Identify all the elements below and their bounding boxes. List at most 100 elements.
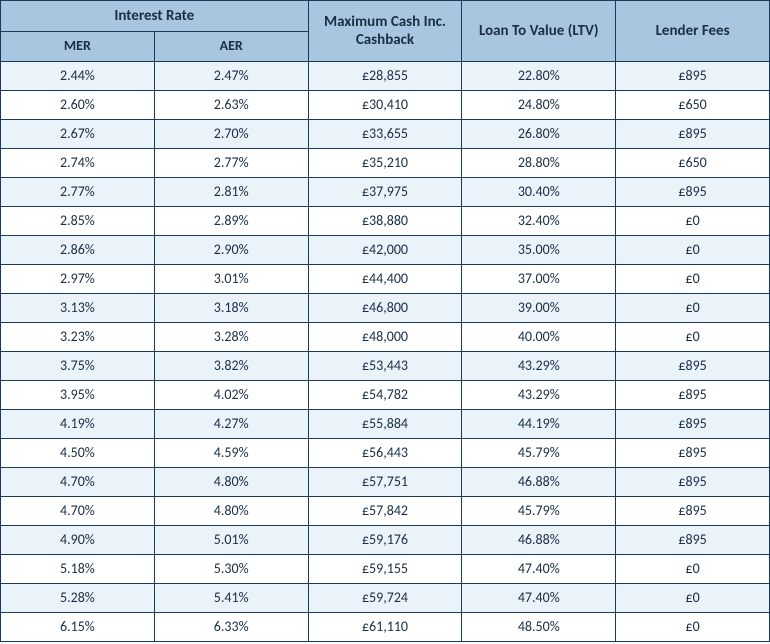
cell-aer: 3.28% xyxy=(154,322,308,351)
cell-mer: 2.44% xyxy=(1,61,155,90)
cell-ltv: 48.50% xyxy=(462,612,616,641)
table-row: 2.44%2.47%£28,85522.80%£895 xyxy=(1,61,770,90)
cell-fees: £0 xyxy=(616,322,770,351)
cell-fees: £0 xyxy=(616,206,770,235)
cell-ltv: 32.40% xyxy=(462,206,616,235)
cell-mer: 5.18% xyxy=(1,554,155,583)
cell-max_cash: £53,443 xyxy=(308,351,462,380)
cell-aer: 3.01% xyxy=(154,264,308,293)
cell-fees: £650 xyxy=(616,148,770,177)
cell-max_cash: £55,884 xyxy=(308,409,462,438)
cell-ltv: 40.00% xyxy=(462,322,616,351)
cell-ltv: 47.40% xyxy=(462,583,616,612)
cell-aer: 4.27% xyxy=(154,409,308,438)
cell-ltv: 35.00% xyxy=(462,235,616,264)
cell-ltv: 26.80% xyxy=(462,119,616,148)
cell-ltv: 44.19% xyxy=(462,409,616,438)
cell-mer: 2.85% xyxy=(1,206,155,235)
cell-ltv: 45.79% xyxy=(462,438,616,467)
cell-mer: 3.23% xyxy=(1,322,155,351)
table-row: 2.85%2.89%£38,88032.40%£0 xyxy=(1,206,770,235)
cell-fees: £895 xyxy=(616,496,770,525)
cell-fees: £0 xyxy=(616,235,770,264)
cell-aer: 2.81% xyxy=(154,177,308,206)
cell-mer: 2.97% xyxy=(1,264,155,293)
col-lender-fees: Lender Fees xyxy=(616,1,770,62)
cell-max_cash: £59,155 xyxy=(308,554,462,583)
cell-aer: 2.70% xyxy=(154,119,308,148)
table-row: 3.75%3.82%£53,44343.29%£895 xyxy=(1,351,770,380)
cell-fees: £895 xyxy=(616,438,770,467)
cell-mer: 4.90% xyxy=(1,525,155,554)
table-row: 5.18%5.30%£59,15547.40%£0 xyxy=(1,554,770,583)
table-row: 3.95%4.02%£54,78243.29%£895 xyxy=(1,380,770,409)
cell-max_cash: £56,443 xyxy=(308,438,462,467)
cell-mer: 2.60% xyxy=(1,90,155,119)
cell-fees: £895 xyxy=(616,409,770,438)
cell-mer: 2.67% xyxy=(1,119,155,148)
cell-aer: 4.80% xyxy=(154,467,308,496)
cell-ltv: 30.40% xyxy=(462,177,616,206)
cell-fees: £650 xyxy=(616,90,770,119)
cell-max_cash: £57,842 xyxy=(308,496,462,525)
table-row: 2.67%2.70%£33,65526.80%£895 xyxy=(1,119,770,148)
cell-max_cash: £54,782 xyxy=(308,380,462,409)
cell-aer: 2.89% xyxy=(154,206,308,235)
col-ltv: Loan To Value (LTV) xyxy=(462,1,616,62)
cell-max_cash: £30,410 xyxy=(308,90,462,119)
cell-aer: 4.02% xyxy=(154,380,308,409)
cell-ltv: 43.29% xyxy=(462,380,616,409)
cell-fees: £895 xyxy=(616,119,770,148)
cell-max_cash: £46,800 xyxy=(308,293,462,322)
cell-aer: 2.63% xyxy=(154,90,308,119)
cell-mer: 4.50% xyxy=(1,438,155,467)
cell-aer: 5.01% xyxy=(154,525,308,554)
cell-fees: £895 xyxy=(616,177,770,206)
cell-mer: 3.75% xyxy=(1,351,155,380)
cell-aer: 5.41% xyxy=(154,583,308,612)
table-row: 3.13%3.18%£46,80039.00%£0 xyxy=(1,293,770,322)
table-row: 2.97%3.01%£44,40037.00%£0 xyxy=(1,264,770,293)
cell-aer: 2.47% xyxy=(154,61,308,90)
cell-aer: 2.77% xyxy=(154,148,308,177)
cell-ltv: 46.88% xyxy=(462,467,616,496)
cell-fees: £0 xyxy=(616,583,770,612)
table-row: 5.28%5.41%£59,72447.40%£0 xyxy=(1,583,770,612)
rates-table-container: Interest Rate Maximum Cash Inc. Cashback… xyxy=(0,0,770,642)
cell-fees: £895 xyxy=(616,380,770,409)
table-row: 2.60%2.63%£30,41024.80%£650 xyxy=(1,90,770,119)
cell-ltv: 37.00% xyxy=(462,264,616,293)
table-row: 4.50%4.59%£56,44345.79%£895 xyxy=(1,438,770,467)
table-header: Interest Rate Maximum Cash Inc. Cashback… xyxy=(1,1,770,62)
table-row: 2.74%2.77%£35,21028.80%£650 xyxy=(1,148,770,177)
cell-mer: 2.74% xyxy=(1,148,155,177)
cell-ltv: 45.79% xyxy=(462,496,616,525)
table-row: 3.23%3.28%£48,00040.00%£0 xyxy=(1,322,770,351)
cell-max_cash: £48,000 xyxy=(308,322,462,351)
cell-mer: 4.70% xyxy=(1,467,155,496)
cell-aer: 6.33% xyxy=(154,612,308,641)
rates-table: Interest Rate Maximum Cash Inc. Cashback… xyxy=(0,0,770,642)
cell-max_cash: £59,176 xyxy=(308,525,462,554)
cell-fees: £0 xyxy=(616,612,770,641)
cell-ltv: 39.00% xyxy=(462,293,616,322)
cell-max_cash: £38,880 xyxy=(308,206,462,235)
cell-mer: 2.77% xyxy=(1,177,155,206)
cell-ltv: 22.80% xyxy=(462,61,616,90)
col-mer: MER xyxy=(1,32,155,62)
cell-fees: £0 xyxy=(616,264,770,293)
cell-ltv: 24.80% xyxy=(462,90,616,119)
cell-aer: 2.90% xyxy=(154,235,308,264)
cell-mer: 2.86% xyxy=(1,235,155,264)
table-row: 4.19%4.27%£55,88444.19%£895 xyxy=(1,409,770,438)
cell-aer: 5.30% xyxy=(154,554,308,583)
col-interest-rate: Interest Rate xyxy=(1,1,309,32)
cell-max_cash: £37,975 xyxy=(308,177,462,206)
cell-mer: 4.19% xyxy=(1,409,155,438)
col-aer: AER xyxy=(154,32,308,62)
cell-aer: 4.59% xyxy=(154,438,308,467)
cell-fees: £0 xyxy=(616,293,770,322)
cell-fees: £895 xyxy=(616,525,770,554)
col-max-cash: Maximum Cash Inc. Cashback xyxy=(308,1,462,62)
cell-max_cash: £44,400 xyxy=(308,264,462,293)
